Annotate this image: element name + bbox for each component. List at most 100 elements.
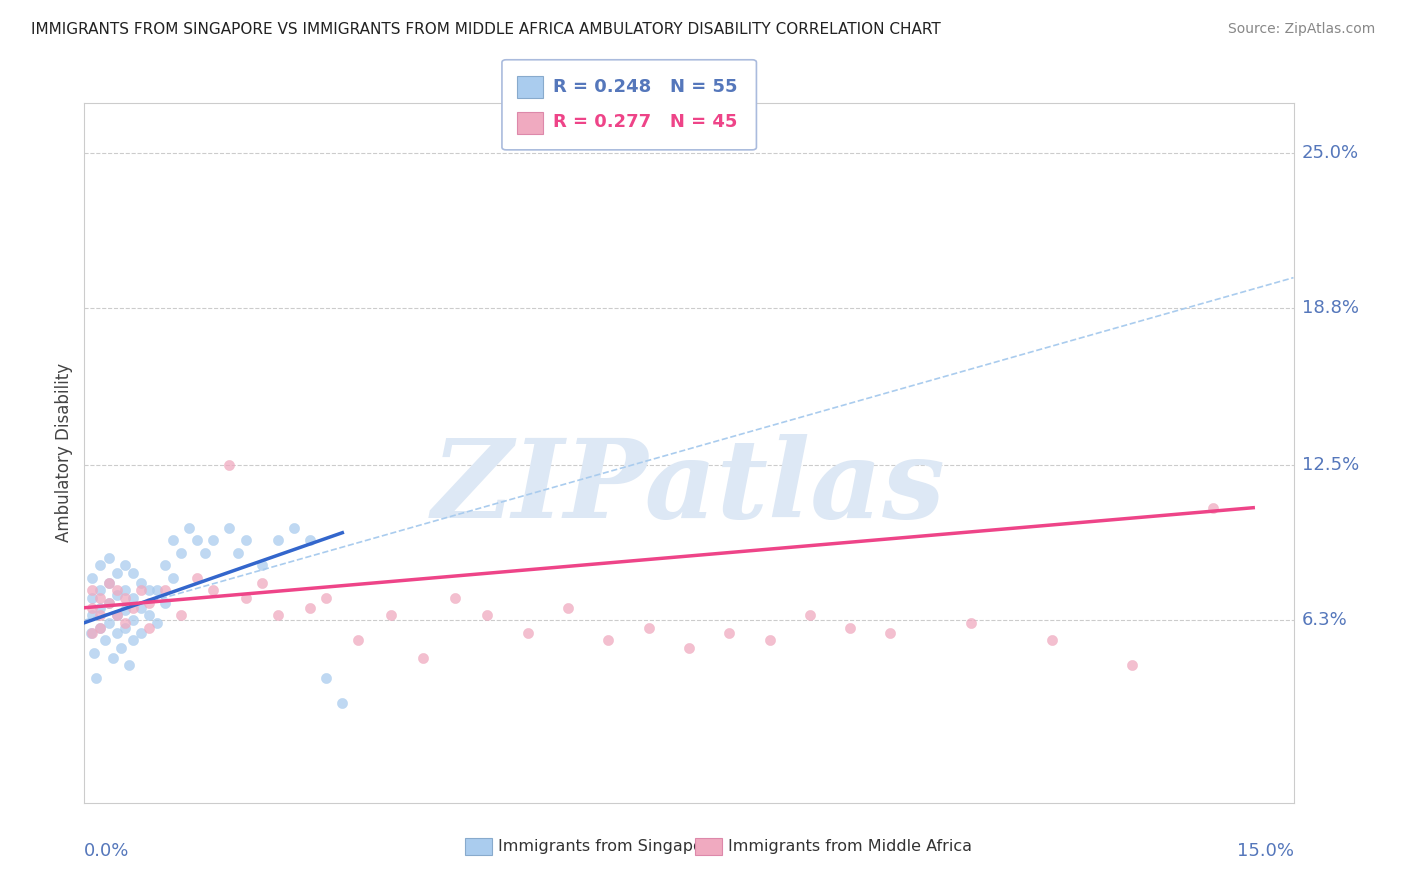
Point — [105, 608, 128, 623]
Point — [97, 596, 120, 610]
Point — [121, 600, 143, 615]
Point — [97, 575, 120, 590]
Point — [598, 633, 620, 648]
Point — [153, 596, 176, 610]
Text: 12.5%: 12.5% — [1302, 456, 1360, 475]
Point — [80, 625, 103, 640]
Point — [380, 608, 402, 623]
Text: Immigrants from Singapore: Immigrants from Singapore — [498, 838, 718, 854]
Point — [153, 558, 176, 573]
Point — [105, 583, 128, 598]
Text: Immigrants from Middle Africa: Immigrants from Middle Africa — [728, 838, 972, 854]
Point — [114, 615, 136, 630]
Point — [97, 596, 120, 610]
Point — [138, 583, 160, 598]
Text: R = 0.277   N = 45: R = 0.277 N = 45 — [553, 113, 737, 131]
Point — [179, 521, 201, 535]
Point — [799, 608, 821, 623]
Point — [82, 625, 104, 640]
Point — [114, 583, 136, 598]
Point — [557, 600, 579, 615]
Point — [129, 625, 152, 640]
Point — [516, 625, 538, 640]
Point — [250, 575, 273, 590]
Point — [347, 633, 370, 648]
Point — [89, 558, 111, 573]
Point — [218, 458, 240, 473]
Point — [97, 550, 120, 565]
Point — [83, 646, 105, 660]
Point — [330, 696, 353, 710]
Point — [839, 621, 862, 635]
Point — [186, 571, 208, 585]
Point — [146, 615, 169, 630]
Point — [162, 571, 184, 585]
Text: 6.3%: 6.3% — [1302, 611, 1347, 629]
Point — [218, 521, 240, 535]
Y-axis label: Ambulatory Disability: Ambulatory Disability — [55, 363, 73, 542]
Point — [105, 625, 128, 640]
Point — [960, 615, 983, 630]
Text: Source: ZipAtlas.com: Source: ZipAtlas.com — [1227, 22, 1375, 37]
Text: 25.0%: 25.0% — [1302, 144, 1360, 161]
Point — [93, 633, 115, 648]
Text: 18.8%: 18.8% — [1302, 299, 1358, 317]
Point — [678, 640, 700, 655]
Point — [89, 621, 111, 635]
Point — [82, 600, 104, 615]
Point — [235, 591, 257, 605]
Point — [1202, 500, 1225, 515]
Point — [82, 571, 104, 585]
Point — [110, 640, 132, 655]
Point — [121, 591, 143, 605]
Point — [114, 558, 136, 573]
Point — [315, 671, 337, 685]
Point — [283, 521, 305, 535]
Point — [118, 658, 141, 673]
Point — [170, 546, 193, 560]
Point — [1121, 658, 1143, 673]
Point — [299, 600, 322, 615]
Point — [194, 546, 217, 560]
Point — [121, 633, 143, 648]
Point — [89, 600, 111, 615]
Point — [89, 583, 111, 598]
Point — [114, 603, 136, 617]
Point — [138, 621, 160, 635]
Point — [879, 625, 901, 640]
Point — [105, 566, 128, 580]
Point — [105, 608, 128, 623]
Point — [121, 566, 143, 580]
Text: ZIPatlas: ZIPatlas — [432, 434, 946, 541]
Point — [97, 575, 120, 590]
Point — [138, 608, 160, 623]
Point — [315, 591, 337, 605]
Text: R = 0.248   N = 55: R = 0.248 N = 55 — [553, 78, 737, 95]
Point — [153, 583, 176, 598]
Point — [89, 608, 111, 623]
Point — [101, 650, 124, 665]
Point — [202, 533, 225, 548]
Point — [637, 621, 659, 635]
Point — [226, 546, 249, 560]
Point — [105, 588, 128, 602]
Text: 15.0%: 15.0% — [1236, 842, 1294, 860]
Point — [86, 671, 108, 685]
Point — [267, 608, 290, 623]
Point — [129, 600, 152, 615]
Point — [82, 608, 104, 623]
Point — [129, 583, 152, 598]
Point — [412, 650, 434, 665]
Point — [162, 533, 184, 548]
Point — [82, 583, 104, 598]
Point — [202, 583, 225, 598]
Bar — [695, 838, 721, 855]
Text: IMMIGRANTS FROM SINGAPORE VS IMMIGRANTS FROM MIDDLE AFRICA AMBULATORY DISABILITY: IMMIGRANTS FROM SINGAPORE VS IMMIGRANTS … — [31, 22, 941, 37]
Point — [82, 591, 104, 605]
Point — [89, 621, 111, 635]
Point — [146, 583, 169, 598]
Point — [114, 591, 136, 605]
Text: 0.0%: 0.0% — [84, 842, 129, 860]
Point — [267, 533, 290, 548]
Point — [186, 533, 208, 548]
